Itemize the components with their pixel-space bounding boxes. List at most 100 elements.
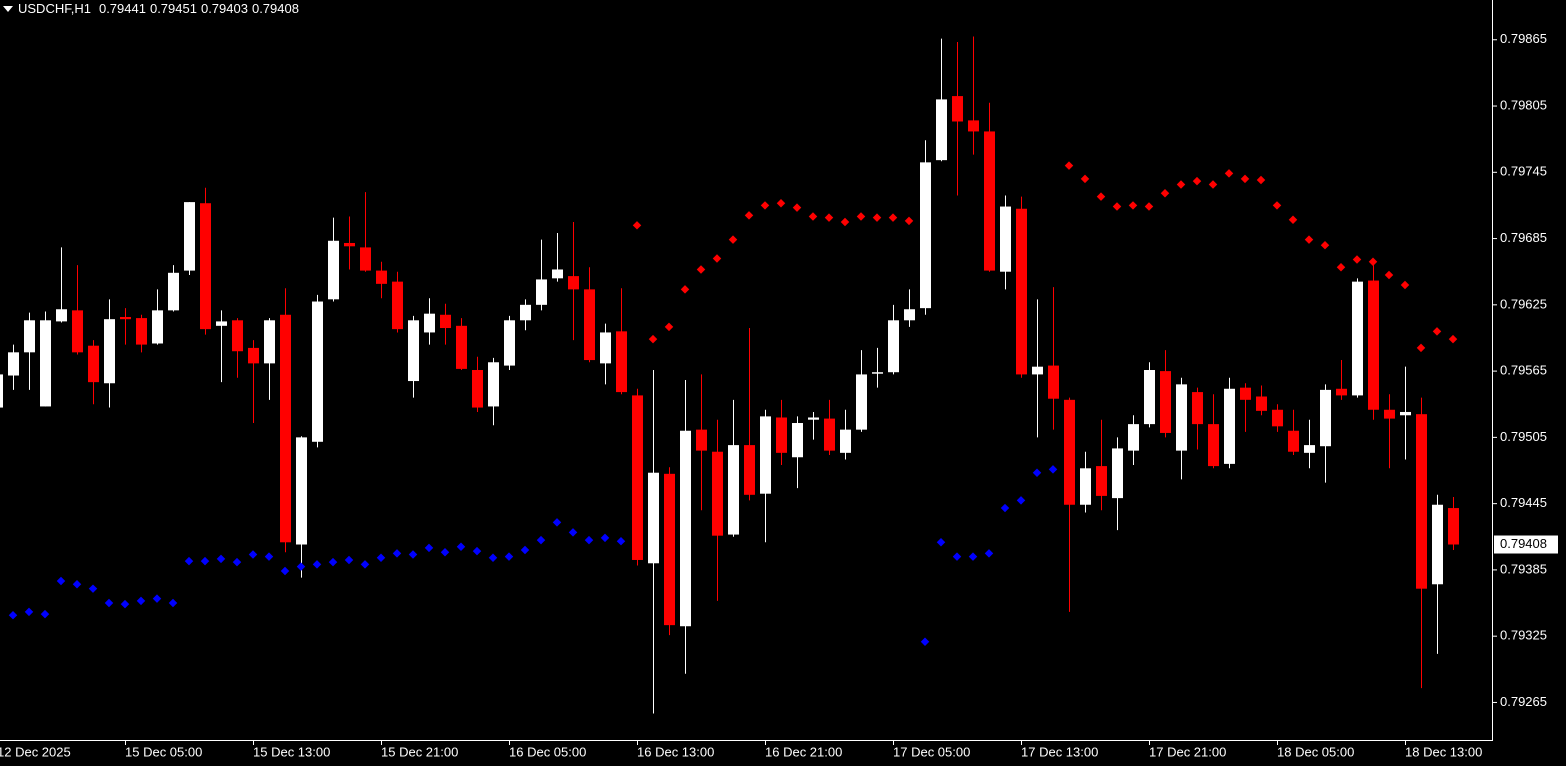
header-close: 0.79408 (252, 1, 299, 16)
sar-dot (1384, 270, 1394, 280)
candle-body (24, 320, 35, 353)
x-tick-label: 12 Dec 2025 (0, 744, 71, 759)
candle-body (776, 417, 787, 453)
x-tick-label: 15 Dec 13:00 (253, 744, 330, 759)
candle-body (520, 304, 531, 321)
candle-body (392, 281, 403, 330)
sar-dot (456, 542, 466, 551)
candle-body (824, 418, 835, 451)
sar-dot (1048, 465, 1058, 474)
y-tick-label: 0.79745 (1500, 164, 1547, 179)
candle-body (1368, 280, 1379, 410)
sar-dot (1416, 343, 1426, 353)
candle-body (200, 203, 211, 330)
sar-dot (712, 254, 722, 263)
candle-body (696, 429, 707, 451)
candle-body (1160, 371, 1171, 433)
candle-body (568, 276, 579, 290)
candle-body (1000, 206, 1011, 272)
sar-dot (552, 518, 562, 527)
x-tick-label: 16 Dec 21:00 (765, 744, 842, 759)
sar-dot (680, 285, 690, 294)
candle-body (1112, 448, 1123, 499)
candle-body (1144, 370, 1155, 425)
candle-body (856, 374, 867, 430)
sar-dot (440, 547, 450, 557)
sar-dot (920, 637, 930, 646)
sar-dot (472, 546, 482, 556)
candle-body (1352, 281, 1363, 396)
candle-body (1448, 508, 1459, 545)
candle-body (984, 131, 995, 271)
sar-dot (296, 562, 306, 571)
candle-body (1016, 208, 1027, 375)
sar-dot (1400, 280, 1410, 290)
sar-dot (936, 538, 946, 547)
candle-body (264, 320, 275, 364)
candle-body (152, 310, 163, 344)
candle-body (1096, 466, 1107, 496)
candle-body (440, 314, 451, 329)
candle-body (1288, 430, 1299, 452)
candle-body (872, 372, 883, 374)
candle-body (1192, 392, 1203, 425)
sar-dot (1432, 327, 1442, 336)
candle-body (40, 320, 51, 407)
candle-body (968, 120, 979, 132)
candle-body (1416, 414, 1427, 589)
sar-dot (392, 549, 402, 558)
candle-body (1384, 409, 1395, 419)
candle-body (808, 417, 819, 420)
candle-body (1032, 366, 1043, 375)
sar-dot (312, 560, 322, 569)
candle-body (1080, 468, 1091, 505)
x-tick-label: 17 Dec 21:00 (1149, 744, 1226, 759)
y-tick-label: 0.79865 (1500, 31, 1547, 46)
sar-dot (536, 535, 546, 545)
candle-body (232, 320, 243, 352)
candle-body (1176, 384, 1187, 451)
candle-body (248, 347, 259, 364)
candle-body (120, 316, 131, 320)
sar-dot (344, 555, 354, 565)
candle-body (104, 319, 115, 384)
candle-body (792, 423, 803, 458)
candle-body (136, 318, 147, 345)
candle-body (648, 472, 659, 564)
candle-body (8, 352, 19, 376)
sar-dot (600, 533, 610, 543)
x-tick-label: 17 Dec 13:00 (1021, 744, 1098, 759)
y-tick-label: 0.79625 (1500, 296, 1547, 311)
candle-body (0, 374, 3, 408)
candle-body (664, 473, 675, 626)
sar-dot (648, 334, 658, 344)
menu-triangle[interactable] (3, 6, 13, 12)
candle-body (1256, 396, 1267, 411)
y-tick-label: 0.79565 (1500, 363, 1547, 378)
candle-body (760, 416, 771, 494)
symbol: USDCHF,H1 (18, 1, 91, 16)
candle-body (904, 309, 915, 321)
sar-dot (1352, 255, 1362, 264)
candle-body (408, 320, 419, 382)
candle-body (840, 429, 851, 453)
candle-body (184, 202, 195, 271)
sar-dot (280, 566, 290, 576)
x-tick-label: 18 Dec 05:00 (1277, 744, 1354, 759)
candle-body (424, 313, 435, 333)
candle-body (632, 395, 643, 560)
candle-body (88, 345, 99, 383)
x-tick-label: 16 Dec 05:00 (509, 744, 586, 759)
y-tick-label: 0.79265 (1500, 694, 1547, 709)
candle-body (920, 162, 931, 309)
header-high: 0.79451 (150, 1, 197, 16)
candle-body (488, 362, 499, 407)
candle-body (328, 240, 339, 300)
candle-body (584, 289, 595, 361)
sar-dot (408, 550, 418, 559)
x-tick-label: 18 Dec 13:00 (1405, 744, 1482, 759)
candle-body (504, 320, 515, 366)
sar-dot (504, 552, 514, 561)
